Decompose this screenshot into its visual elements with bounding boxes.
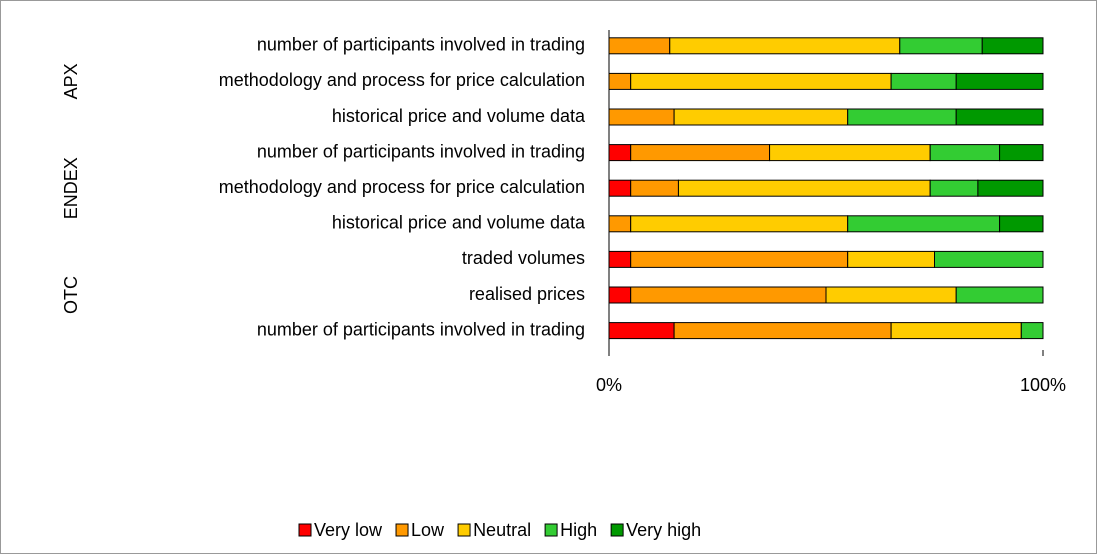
bar-segment [981, 37, 1044, 55]
bar-segment [608, 108, 675, 126]
bar-segment [608, 37, 671, 55]
bar-segment [977, 179, 1044, 197]
bar-segment [929, 144, 1001, 162]
bar-segment [999, 144, 1044, 162]
legend-swatch [610, 523, 624, 537]
legend-label: Very low [314, 520, 383, 540]
bar-segment [608, 286, 632, 304]
category-label: traded volumes [462, 248, 585, 268]
bar-segment [630, 72, 892, 90]
bar-segment [608, 179, 632, 197]
bar-segment [630, 286, 827, 304]
legend-swatch [298, 523, 312, 537]
legend-swatch [457, 523, 471, 537]
bar-segment [669, 37, 901, 55]
bar-segment [608, 250, 632, 268]
bar-segment [769, 144, 931, 162]
bar-segment [673, 322, 892, 340]
category-label: number of participants involved in tradi… [257, 141, 585, 161]
bar-segment [955, 108, 1044, 126]
category-label: methodology and process for price calcul… [219, 70, 585, 90]
legend-label: Very high [626, 520, 701, 540]
x-tick-label: 100% [1020, 375, 1066, 395]
bar-segment [847, 215, 1001, 233]
legend-label: High [560, 520, 597, 540]
bar-segment [847, 250, 936, 268]
bar-segment [608, 215, 632, 233]
bar-segment [630, 250, 849, 268]
bar-segment [608, 322, 675, 340]
legend-swatch [395, 523, 409, 537]
bar-segment [955, 72, 1044, 90]
bar-segment [929, 179, 979, 197]
bar-segment [1020, 322, 1044, 340]
bar-segment [630, 144, 771, 162]
bar-segment [825, 286, 957, 304]
category-label: historical price and volume data [332, 213, 586, 233]
group-label: OTC [61, 276, 81, 314]
category-label: number of participants involved in tradi… [257, 319, 585, 339]
bar-segment [630, 215, 849, 233]
x-tick-label: 0% [596, 375, 622, 395]
bar-segment [899, 37, 983, 55]
category-label: realised prices [469, 284, 585, 304]
group-label: ENDEX [61, 157, 81, 219]
bar-segment [630, 179, 679, 197]
bar-segment [673, 108, 849, 126]
bar-segment [934, 250, 1044, 268]
category-label: methodology and process for price calcul… [219, 177, 585, 197]
bar-segment [608, 144, 632, 162]
group-label: APX [61, 63, 81, 99]
bar-segment [890, 322, 1022, 340]
category-label: historical price and volume data [332, 106, 586, 126]
bar-segment [890, 72, 957, 90]
bar-segment [677, 179, 931, 197]
bar-segment [999, 215, 1044, 233]
category-label: number of participants involved in tradi… [257, 35, 585, 55]
bar-segment [955, 286, 1044, 304]
legend-label: Neutral [473, 520, 531, 540]
bar-segment [847, 108, 957, 126]
bar-segment [608, 72, 632, 90]
legend-swatch [544, 523, 558, 537]
legend-label: Low [411, 520, 445, 540]
